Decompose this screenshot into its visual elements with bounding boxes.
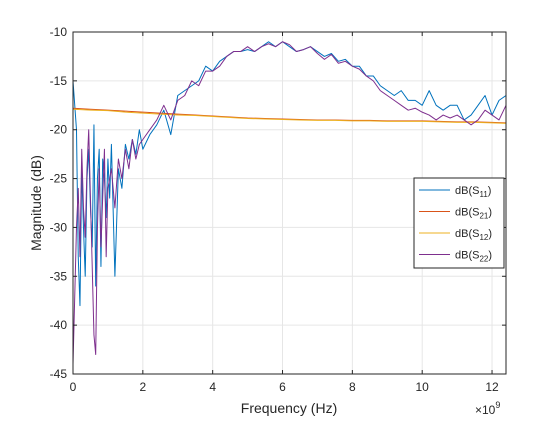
y-tick-label: -30: [50, 220, 68, 234]
x-tick-label: 8: [349, 380, 356, 394]
x-tick-label: 4: [209, 380, 216, 394]
series-line-s12: [73, 108, 506, 124]
x-axis-label: Frequency (Hz): [241, 400, 337, 416]
legend-label-s21: dB(S21): [455, 207, 492, 221]
legend-label-s22: dB(S22): [455, 250, 492, 264]
axes-box: [72, 31, 507, 375]
x-tick-label: 10: [416, 380, 430, 394]
legend-label-s12: dB(S12): [455, 228, 492, 242]
y-tick-label: -10: [50, 25, 68, 39]
y-tick-label: -35: [50, 269, 68, 283]
x-exponent-label: ×109: [475, 400, 500, 417]
y-tick-label: -15: [50, 74, 68, 88]
legend-box: [413, 177, 505, 269]
x-ticks: 0 2 4 6 8 10 12: [70, 32, 499, 394]
y-ticks: -45 -40 -35 -30 -25 -20 -15 -10: [50, 25, 506, 381]
y-tick-label: -45: [50, 367, 68, 381]
y-tick-label: -25: [50, 172, 68, 186]
legend-label-s11: dB(S11): [455, 185, 491, 199]
series-layer: [73, 41, 506, 365]
y-tick-label: -40: [50, 318, 68, 332]
x-tick-label: 12: [485, 380, 499, 394]
x-tick-label: 6: [279, 380, 286, 394]
x-tick-label: 2: [139, 380, 146, 394]
y-tick-label: -20: [50, 123, 68, 137]
x-tick-label: 0: [70, 380, 77, 394]
legend: dB(S11) dB(S21) dB(S12) dB(S22): [413, 177, 505, 269]
series-line-s11: [73, 41, 506, 307]
series-line-s22: [73, 41, 506, 365]
y-axis-label: Magnitude (dB): [28, 155, 44, 251]
